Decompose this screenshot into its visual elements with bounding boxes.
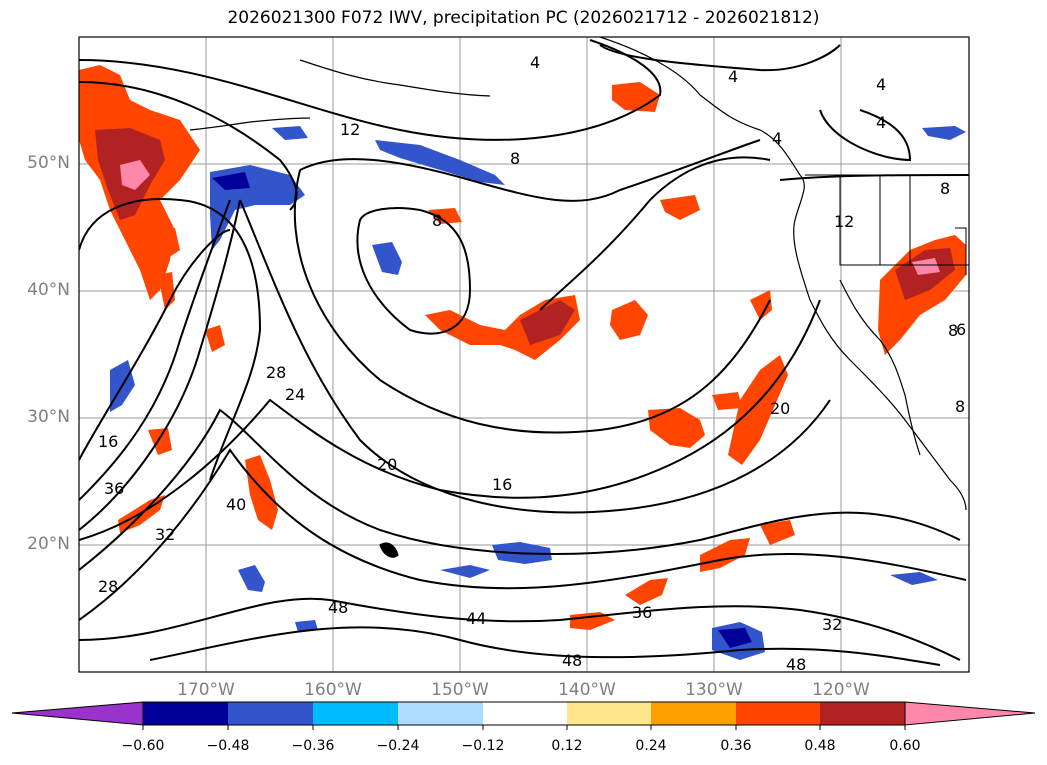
- lat-label: 40°N: [27, 280, 70, 300]
- contour-label: 8: [955, 397, 965, 416]
- lon-label: 170°W: [177, 680, 235, 700]
- contour-label: 24: [285, 385, 305, 404]
- contour-label: 12: [340, 120, 360, 139]
- lon-label: 120°W: [812, 680, 870, 700]
- colorbar-segment: [143, 702, 228, 725]
- contour-label: 8: [948, 321, 958, 340]
- iwv-contours: [79, 39, 969, 666]
- contour-label: 44: [466, 609, 486, 628]
- colorbar-tick-label: −0.48: [206, 738, 250, 754]
- contour-label: 48: [786, 655, 806, 674]
- contour-labels: 4 4 4 4 4 12 8 8 12 8 8 20 24 28 16 36 4…: [98, 53, 966, 674]
- colorbar-segment: [313, 702, 398, 725]
- gridlines: [79, 37, 969, 672]
- contour-label: 6: [956, 320, 966, 339]
- contour-label: 36: [104, 479, 124, 498]
- colorbar-tick-label: −0.60: [121, 738, 165, 754]
- contour-label: 20: [377, 455, 397, 474]
- colorbar-tick-label: −0.24: [376, 738, 420, 754]
- lat-label: 20°N: [27, 534, 70, 554]
- contour-label: 8: [432, 211, 442, 230]
- contour-label: 32: [155, 525, 175, 544]
- contour-label: 32: [822, 615, 842, 634]
- contour-label: 48: [562, 651, 582, 670]
- contour-label: 8: [940, 179, 950, 198]
- lon-label: 150°W: [431, 680, 489, 700]
- lat-label: 50°N: [27, 153, 70, 173]
- colorbar-segment: [228, 702, 313, 725]
- colorbar-tick-label: 0.24: [635, 738, 667, 754]
- contour-label: 36: [632, 603, 652, 622]
- contour-label: 4: [772, 129, 782, 148]
- colorbar-segment: [651, 702, 736, 725]
- contour-label: 16: [98, 432, 118, 451]
- colorbar-tick-label: 0.48: [804, 738, 836, 754]
- colorbar-tick-label: −0.12: [461, 738, 505, 754]
- colorbar-extend-high: [904, 701, 1036, 726]
- contour-label: 12: [834, 212, 854, 231]
- colorbar-segment: [483, 702, 567, 725]
- colorbar-segment: [820, 702, 905, 725]
- contour-label: 4: [728, 67, 738, 86]
- contour-label: 20: [770, 399, 790, 418]
- colorbar-tick-label: 0.36: [720, 738, 752, 754]
- contour-label: 8: [510, 149, 520, 168]
- colorbar-segment: [398, 702, 483, 725]
- contour-label: 4: [876, 113, 886, 132]
- contour-label: 48: [328, 598, 348, 617]
- colorbar-segment: [736, 702, 820, 725]
- contour-label: 28: [266, 363, 286, 382]
- map-frame: [78, 36, 970, 673]
- lon-label: 140°W: [558, 680, 616, 700]
- contour-label: 16: [492, 475, 512, 494]
- lat-label: 30°N: [27, 407, 70, 427]
- boundaries: [805, 174, 969, 275]
- lon-label: 160°W: [304, 680, 362, 700]
- lon-label: 130°W: [685, 680, 743, 700]
- colorbar-extend-low: [11, 701, 144, 726]
- colorbar-tick-label: −0.36: [291, 738, 335, 754]
- coastlines: [189, 37, 967, 558]
- colorbar-tick-label: 0.12: [551, 738, 583, 754]
- contour-label: 4: [876, 75, 886, 94]
- colorbar-tick-label: 0.60: [889, 738, 921, 754]
- contour-label: 28: [98, 577, 118, 596]
- map-title: 2026021300 F072 IWV, precipitation PC (2…: [227, 8, 820, 28]
- contour-label: 4: [530, 53, 540, 72]
- colorbar: [11, 701, 1036, 730]
- colorbar-segment: [567, 702, 651, 725]
- map-area: [79, 37, 969, 672]
- contour-label: 40: [226, 495, 246, 514]
